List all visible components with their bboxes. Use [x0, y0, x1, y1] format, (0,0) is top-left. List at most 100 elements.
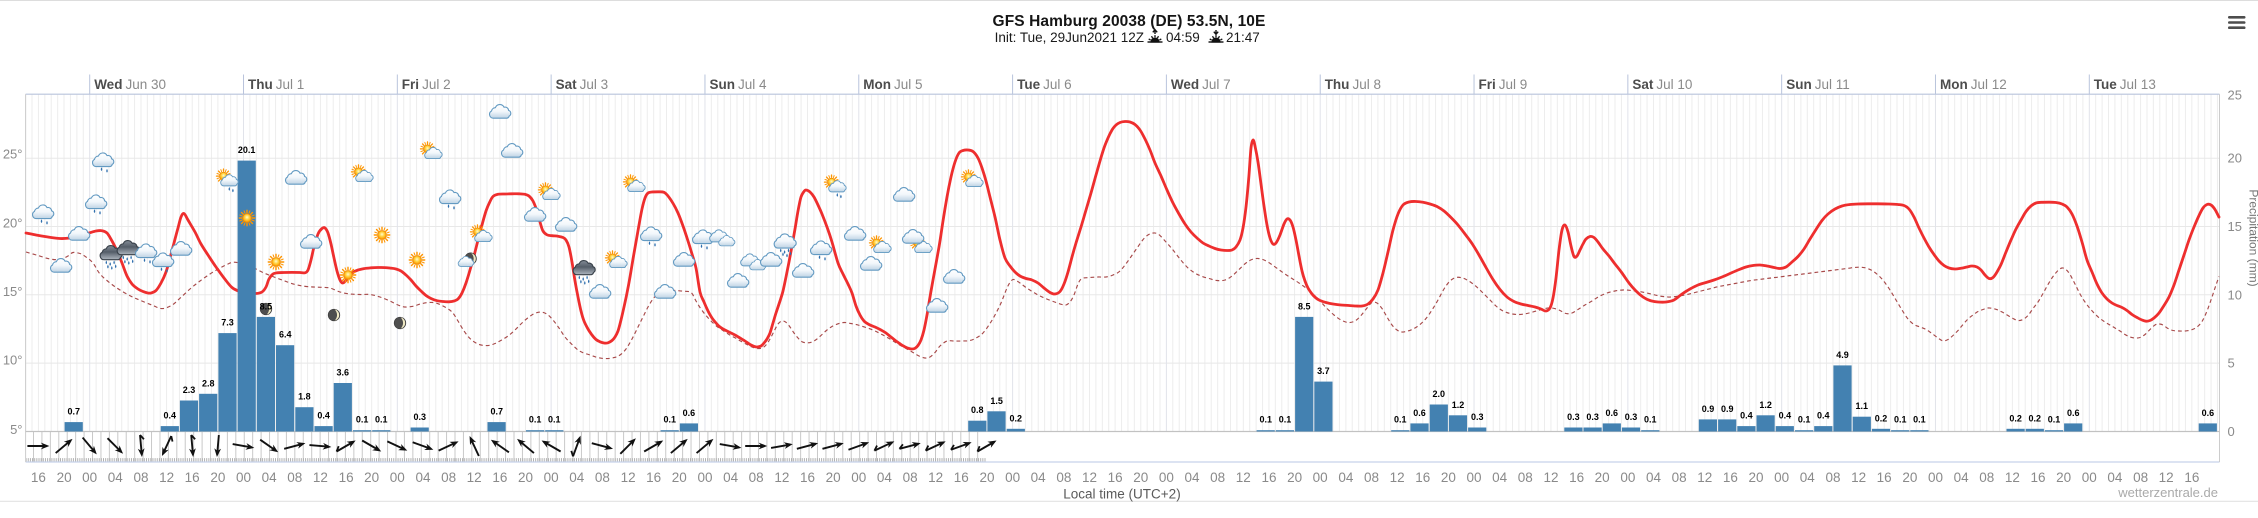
- svg-text:5: 5: [2228, 356, 2235, 371]
- svg-text:20°: 20°: [3, 215, 23, 230]
- svg-text:8.5: 8.5: [260, 301, 273, 311]
- svg-text:0.4: 0.4: [1740, 411, 1753, 421]
- svg-text:04: 04: [415, 470, 431, 485]
- svg-text:12: 12: [1390, 470, 1405, 485]
- svg-text:0.6: 0.6: [1413, 408, 1426, 418]
- svg-text:4.9: 4.9: [1836, 350, 1849, 360]
- svg-text:2.3: 2.3: [183, 385, 196, 395]
- svg-text:20: 20: [1902, 470, 1917, 485]
- svg-text:0.6: 0.6: [683, 408, 696, 418]
- svg-text:20: 20: [1595, 470, 1610, 485]
- svg-text:0.1: 0.1: [663, 415, 676, 425]
- svg-text:12: 12: [774, 470, 789, 485]
- svg-text:04: 04: [569, 470, 585, 485]
- svg-text:15°: 15°: [3, 284, 23, 299]
- svg-text:10: 10: [2228, 287, 2242, 302]
- svg-text:12: 12: [1236, 470, 1251, 485]
- svg-text:20: 20: [2056, 470, 2071, 485]
- svg-text:0.9: 0.9: [1721, 404, 1734, 414]
- svg-text:0.2: 0.2: [2029, 413, 2042, 423]
- svg-text:20: 20: [672, 470, 687, 485]
- svg-text:0.1: 0.1: [529, 415, 542, 425]
- svg-text:00: 00: [1620, 470, 1635, 485]
- svg-text:08: 08: [1672, 470, 1687, 485]
- svg-text:04: 04: [1184, 470, 1200, 485]
- svg-text:0.2: 0.2: [1010, 413, 1023, 423]
- svg-text:Precipitation (mm): Precipitation (mm): [2247, 189, 2258, 286]
- svg-text:12: 12: [1851, 470, 1866, 485]
- svg-text:1.8: 1.8: [298, 392, 311, 402]
- svg-text:Init: Tue, 29Jun2021 12Z: Init: Tue, 29Jun2021 12Z: [995, 30, 1144, 45]
- svg-text:16: 16: [2030, 470, 2045, 485]
- svg-text:00: 00: [236, 470, 251, 485]
- svg-text:04: 04: [2107, 470, 2123, 485]
- svg-text:25°: 25°: [3, 147, 23, 162]
- svg-text:04: 04: [1338, 470, 1354, 485]
- svg-text:0.1: 0.1: [1279, 415, 1292, 425]
- svg-text:08: 08: [1056, 470, 1071, 485]
- svg-text:20: 20: [1287, 470, 1302, 485]
- svg-text:00: 00: [544, 470, 559, 485]
- svg-text:12: 12: [928, 470, 943, 485]
- svg-text:6.4: 6.4: [279, 330, 292, 340]
- svg-text:04: 04: [1954, 470, 1970, 485]
- svg-text:20: 20: [1441, 470, 1456, 485]
- svg-text:0.6: 0.6: [1606, 408, 1619, 418]
- svg-text:1.5: 1.5: [990, 396, 1003, 406]
- svg-text:20: 20: [518, 470, 533, 485]
- svg-text:08: 08: [441, 470, 456, 485]
- svg-text:0.1: 0.1: [356, 415, 369, 425]
- svg-text:0.6: 0.6: [2067, 408, 2080, 418]
- svg-text:0.1: 0.1: [548, 415, 561, 425]
- svg-text:04:59: 04:59: [1166, 30, 1200, 45]
- svg-text:0.4: 0.4: [317, 411, 330, 421]
- svg-text:0.2: 0.2: [2009, 413, 2022, 423]
- svg-text:12: 12: [159, 470, 174, 485]
- svg-text:0.9: 0.9: [1702, 404, 1715, 414]
- svg-text:wetterzentrale.de: wetterzentrale.de: [2117, 485, 2218, 500]
- svg-text:00: 00: [1159, 470, 1174, 485]
- svg-text:12: 12: [2005, 470, 2020, 485]
- svg-text:00: 00: [697, 470, 712, 485]
- svg-text:1.2: 1.2: [1452, 400, 1465, 410]
- svg-text:08: 08: [1210, 470, 1225, 485]
- svg-text:12: 12: [2159, 470, 2174, 485]
- svg-text:00: 00: [2082, 470, 2097, 485]
- svg-text:0.1: 0.1: [1913, 415, 1926, 425]
- svg-text:00: 00: [390, 470, 405, 485]
- svg-text:08: 08: [133, 470, 148, 485]
- svg-text:0.3: 0.3: [1471, 412, 1484, 422]
- svg-text:16: 16: [1569, 470, 1584, 485]
- svg-text:04: 04: [1646, 470, 1662, 485]
- svg-text:04: 04: [723, 470, 739, 485]
- svg-text:08: 08: [595, 470, 610, 485]
- svg-text:5°: 5°: [10, 422, 22, 437]
- svg-text:0.1: 0.1: [1798, 415, 1811, 425]
- svg-text:0.3: 0.3: [1625, 412, 1638, 422]
- svg-text:0.3: 0.3: [414, 412, 427, 422]
- svg-text:0.4: 0.4: [1817, 411, 1830, 421]
- svg-text:0.1: 0.1: [1644, 415, 1657, 425]
- svg-text:0.1: 0.1: [1259, 415, 1272, 425]
- svg-text:0.1: 0.1: [2048, 415, 2061, 425]
- svg-text:25: 25: [2228, 88, 2242, 103]
- svg-text:16: 16: [31, 470, 46, 485]
- svg-text:00: 00: [82, 470, 97, 485]
- svg-text:0.8: 0.8: [971, 405, 984, 415]
- svg-text:2.8: 2.8: [202, 378, 215, 388]
- svg-text:00: 00: [1928, 470, 1943, 485]
- svg-text:12: 12: [1082, 470, 1097, 485]
- svg-text:3.6: 3.6: [337, 368, 350, 378]
- svg-text:0.7: 0.7: [67, 407, 80, 417]
- svg-text:16: 16: [492, 470, 507, 485]
- svg-text:16: 16: [1108, 470, 1123, 485]
- svg-text:00: 00: [1005, 470, 1020, 485]
- svg-text:08: 08: [2133, 470, 2148, 485]
- svg-text:20: 20: [1748, 470, 1763, 485]
- svg-text:2.0: 2.0: [1433, 389, 1446, 399]
- svg-text:8.5: 8.5: [1298, 301, 1311, 311]
